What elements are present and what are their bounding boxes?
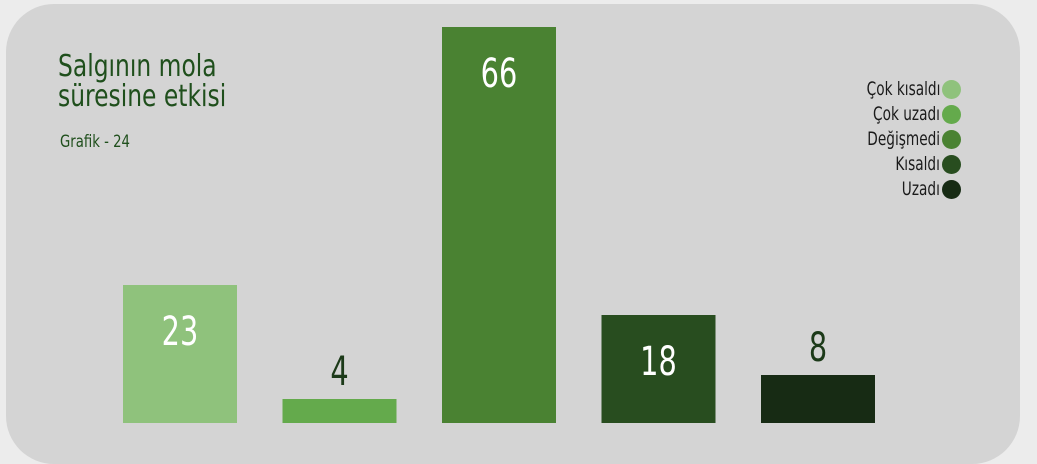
legend-item: Kısaldı: [878, 151, 961, 177]
legend-label: Uzadı: [901, 178, 940, 200]
legend-label: Kısaldı: [895, 153, 940, 175]
legend-swatch: [942, 79, 961, 99]
legend-item: Çok kısaldı: [838, 76, 961, 102]
legend-swatch: [942, 179, 961, 199]
legend-label: Çok uzadı: [873, 103, 940, 125]
legend: Çok kısaldı Çok uzadı Değişmedi Kısaldı Uzad…: [838, 76, 961, 201]
legend-swatch: [942, 129, 961, 149]
legend-item: Uzadı: [887, 176, 961, 202]
legend-swatch: [942, 104, 961, 124]
bar-value-label: 23: [162, 309, 199, 355]
bar-value-label: 4: [330, 349, 348, 395]
legend-item: Çok uzadı: [847, 101, 961, 127]
bar-value-label: 66: [481, 51, 518, 97]
legend-swatch: [942, 154, 961, 174]
chart-title: Salgının mola süresine etkisi: [58, 49, 227, 114]
bar-chart: 23 4 66 18 8: [123, 27, 875, 423]
bar: [442, 27, 556, 423]
chart-subtitle: Grafik - 24: [60, 132, 130, 152]
bar: [761, 375, 875, 423]
bar: [601, 315, 716, 423]
legend-label: Çok kısaldı: [866, 78, 940, 100]
bar: [282, 399, 397, 423]
legend-item: Değişmedi: [839, 126, 961, 152]
bar-value-label: 8: [809, 325, 827, 371]
bar-value-label: 18: [640, 339, 677, 385]
bar: [123, 285, 237, 423]
legend-label: Değişmedi: [867, 128, 940, 150]
